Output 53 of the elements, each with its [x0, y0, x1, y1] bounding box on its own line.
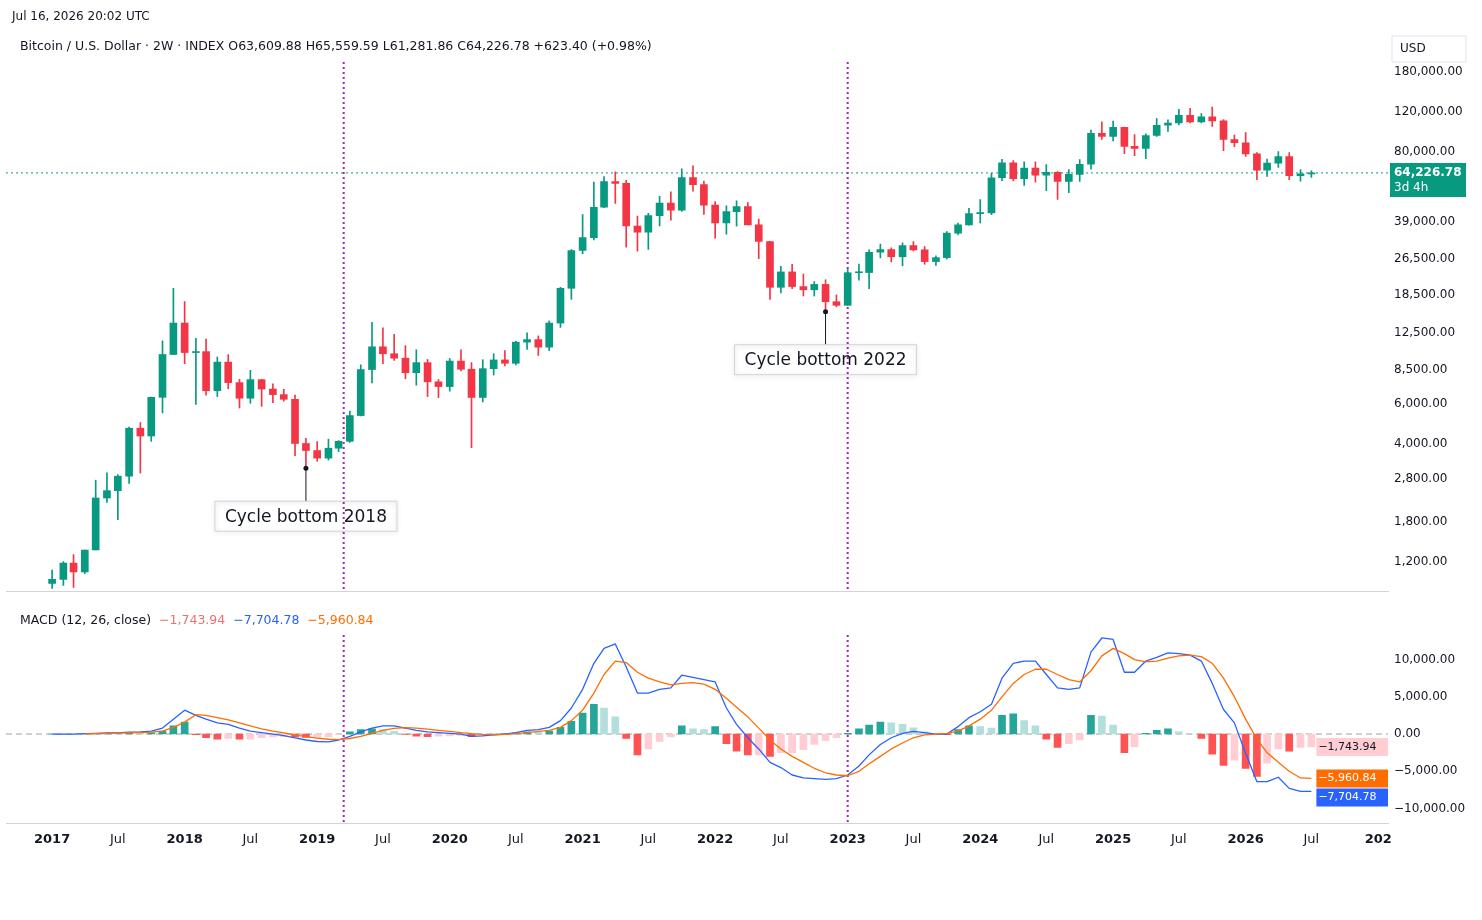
- y-tick-label: 18,500.00: [1394, 286, 1456, 301]
- text: USD: [1400, 41, 1426, 56]
- x-tick-label: Jul: [639, 830, 657, 846]
- x-tick-label: Jul: [374, 830, 391, 846]
- y-tick-label: 180,000.00: [1394, 64, 1463, 79]
- text: −1,743.94: [159, 612, 226, 628]
- annotation: −7,704.78: [1318, 790, 1377, 804]
- annotation: −5,960.84: [1318, 771, 1377, 785]
- chart-title: Bitcoin / U.S. Dollar · 2W · INDEX O63,609.88 H65,559.59 L61,281.86 C64,226.78 +623.40 (+0.98%): [20, 38, 652, 54]
- y-tick-label: 26,500.00: [1394, 251, 1456, 266]
- y-tick-label: 8,500.00: [1394, 362, 1448, 377]
- x-tick-label: 2021: [564, 830, 601, 846]
- y-tick-label: −5,000.00: [1394, 763, 1458, 778]
- text: −7,704.78: [233, 612, 300, 628]
- y-tick-label: 10,000.00: [1394, 651, 1456, 666]
- x-tick-label: Jul: [1037, 830, 1055, 846]
- x-tick-label: 2018: [166, 830, 203, 846]
- x-tick-label: 2025: [1095, 830, 1132, 846]
- y-tick-label: 39,000.00: [1394, 213, 1456, 228]
- x-tick-label: Jul: [1302, 830, 1320, 846]
- y-tick-label: 120,000.00: [1394, 104, 1463, 118]
- y-tick-label: 12,500.00: [1394, 324, 1456, 339]
- x-tick-label: Jul: [904, 830, 922, 846]
- y-tick-label: 5,000.00: [1394, 688, 1448, 703]
- x-tick-label: Jul: [1170, 830, 1187, 846]
- y-tick-label: 6,000.00: [1394, 396, 1448, 411]
- x-tick-label: 2020: [431, 830, 468, 846]
- x-tick-label: 202: [1364, 830, 1392, 846]
- annotation: −1,743.94: [1318, 739, 1377, 753]
- annotation: Cycle bottom 2018: [224, 505, 387, 526]
- annotation: Cycle bottom 2022: [744, 349, 907, 370]
- text: −5,960.84: [307, 612, 374, 628]
- text: Jul 16, 2026 20:02 UTC: [11, 9, 150, 24]
- x-tick-label: 2026: [1227, 830, 1264, 846]
- y-tick-label: 2,800.00: [1394, 470, 1448, 485]
- x-tick-label: 2023: [829, 830, 866, 846]
- chart-title: MACD (12, 26, close): [20, 612, 152, 628]
- y-tick-label: 80,000.00: [1394, 143, 1456, 158]
- y-tick-label: −10,000.00: [1394, 800, 1466, 815]
- x-tick-label: 2024: [962, 830, 999, 846]
- x-tick-label: 2022: [697, 830, 734, 846]
- y-tick-label: 1,200.00: [1394, 553, 1448, 568]
- y-tick-label: 4,000.00: [1394, 436, 1448, 451]
- y-tick-label: 0.00: [1394, 726, 1421, 741]
- x-tick-label: 2017: [34, 830, 71, 846]
- x-tick-label: 2019: [299, 830, 336, 846]
- text: 3d 4h: [1394, 180, 1429, 195]
- x-tick-label: Jul: [241, 830, 259, 846]
- x-tick-label: Jul: [772, 830, 789, 846]
- y-tick-label: 1,800.00: [1394, 514, 1448, 529]
- ref-line-label: 64,226.78: [1394, 165, 1462, 180]
- x-tick-label: Jul: [506, 830, 524, 846]
- x-tick-label: Jul: [108, 830, 126, 846]
